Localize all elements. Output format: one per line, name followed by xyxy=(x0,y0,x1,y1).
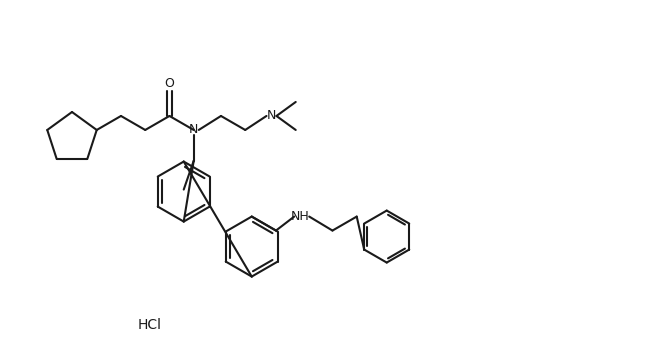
Text: NH: NH xyxy=(291,210,310,223)
Text: HCl: HCl xyxy=(138,318,162,332)
Text: N: N xyxy=(189,124,199,137)
Text: N: N xyxy=(267,109,276,122)
Text: O: O xyxy=(165,77,174,90)
